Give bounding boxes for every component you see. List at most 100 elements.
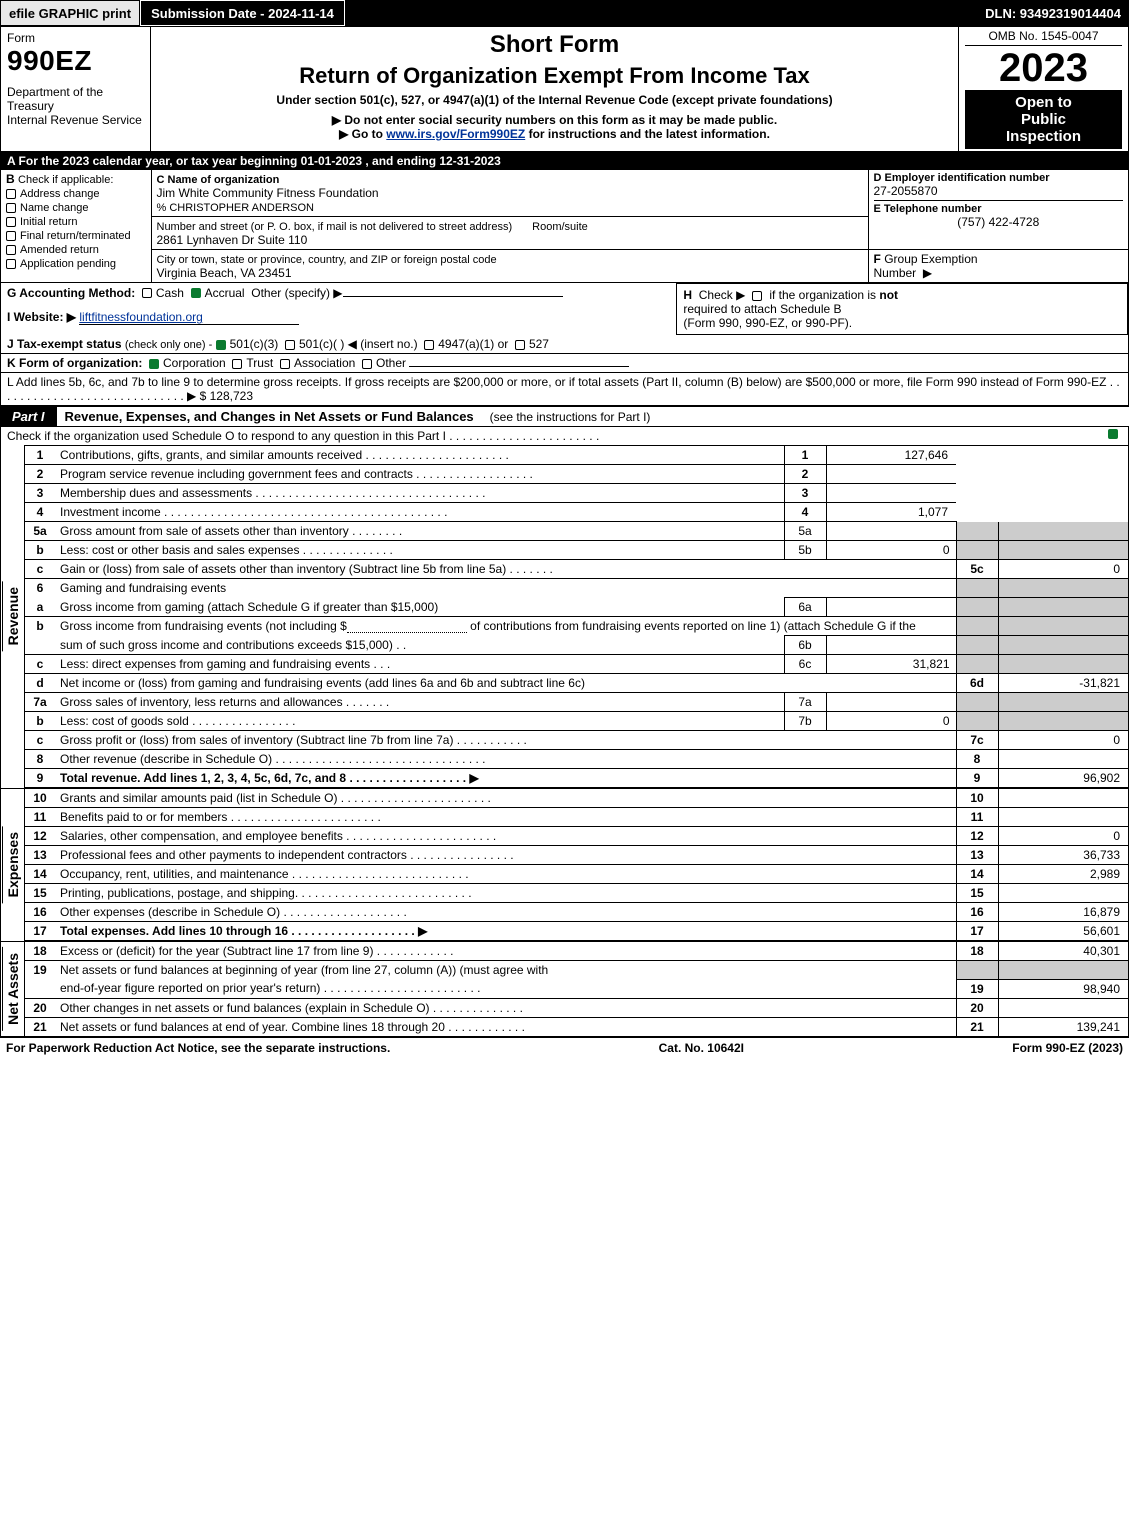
revenue-group: Revenue 1Contributions, gifts, grants, a… [0,445,1129,788]
i-label: I Website: ▶ [7,310,76,324]
table-row: 12Salaries, other compensation, and empl… [25,827,1128,846]
irs-label: Internal Revenue Service [7,113,144,127]
table-row: 13Professional fees and other payments t… [25,846,1128,865]
part1-note: (see the instructions for Part I) [482,410,651,424]
h-text2: required to attach Schedule B [683,302,841,316]
header-left: Form 990EZ Department of the Treasury In… [1,27,151,152]
other-specify-input[interactable] [343,296,563,297]
form-label: Form [7,31,144,45]
other-org-input[interactable] [409,366,629,367]
care-of: % CHRISTOPHER ANDERSON [157,202,315,214]
chk-initial-return[interactable] [6,217,16,227]
section-c-addr: Number and street (or P. O. box, if mail… [151,217,868,250]
phone: (757) 422-4728 [874,215,1124,229]
section-g-to-l: G Accounting Method: Cash Accrual Other … [0,283,1129,406]
section-b-to-f: B Check if applicable: Address change Na… [0,170,1129,283]
chk-501c[interactable] [285,340,295,350]
chk-h[interactable] [752,291,762,301]
chk-other-org[interactable] [362,359,372,369]
top-toolbar: efile GRAPHIC print Submission Date - 20… [0,0,1129,26]
efile-print-button[interactable]: efile GRAPHIC print [0,0,140,26]
table-row: bGross income from fundraising events (n… [25,617,1128,636]
chk-schedule-o[interactable] [1108,429,1118,439]
form-number: 990EZ [7,45,144,77]
j-label: J Tax-exempt status [7,337,122,351]
table-row: bLess: cost of goods sold . . . . . . . … [25,712,1128,731]
chk-trust[interactable] [232,359,242,369]
chk-name-change[interactable] [6,203,16,213]
k-label: K Form of organization: [7,356,142,370]
city: Virginia Beach, VA 23451 [157,266,292,280]
revenue-lines: 1Contributions, gifts, grants, and simil… [25,445,1128,788]
ein: 27-2055870 [874,184,1124,198]
table-row: 11Benefits paid to or for members . . . … [25,808,1128,827]
table-row: 7aGross sales of inventory, less returns… [25,693,1128,712]
table-row: 2Program service revenue including gover… [25,465,1128,484]
table-row: 8Other revenue (describe in Schedule O) … [25,750,1128,769]
chk-corp[interactable] [149,359,159,369]
expenses-lines: 10Grants and similar amounts paid (list … [25,789,1128,941]
section-b: B Check if applicable: Address change Na… [1,170,151,282]
netassets-vlabel: Net Assets [1,942,25,1036]
j-o1: 501(c)(3) [230,337,279,351]
j-o3: 4947(a)(1) or [438,337,508,351]
chk-cash[interactable] [142,288,152,298]
f-text2: Number [874,266,917,280]
table-row: 3Membership dues and assessments . . . .… [25,484,1128,503]
d-label: D Employer identification number [874,172,1124,184]
addr-label: Number and street (or P. O. box, if mail… [157,221,513,233]
website-link[interactable]: liftfitnessfoundation.org [79,310,299,325]
h-not: not [879,288,898,302]
opt-application-pending: Application pending [20,258,116,270]
part1-tab: Part I [0,407,57,426]
part1-sub: Check if the organization used Schedule … [0,427,1129,445]
section-c-city: City or town, state or province, country… [151,250,868,283]
insp-1: Open to [1015,94,1072,111]
contrib-amount-input[interactable] [347,621,467,633]
dln-number: DLN: 93492319014404 [977,0,1129,26]
note-ssn: Do not enter social security numbers on … [159,113,950,127]
goto-post: for instructions and the latest informat… [525,127,770,141]
table-row: bLess: cost or other basis and sales exp… [25,541,1128,560]
footer-left: For Paperwork Reduction Act Notice, see … [6,1041,390,1055]
netassets-lines: 18Excess or (deficit) for the year (Subt… [25,942,1128,1036]
section-f: F Group Exemption Number ▶ [868,250,1128,283]
chk-4947[interactable] [424,340,434,350]
l-amount: $ 128,723 [200,389,253,403]
chk-501c3[interactable] [216,340,226,350]
table-row: 5aGross amount from sale of assets other… [25,522,1128,541]
goto-pre: Go to [352,127,387,141]
footer-right: Form 990-EZ (2023) [1012,1041,1123,1055]
short-form-title: Short Form [159,31,950,59]
table-row: sum of such gross income and contributio… [25,636,1128,655]
chk-amended-return[interactable] [6,245,16,255]
dept-treasury: Department of the Treasury [7,85,144,113]
toolbar-spacer [345,0,977,26]
inspection-box: Open to Public Inspection [965,90,1122,149]
table-row: 14Occupancy, rent, utilities, and mainte… [25,865,1128,884]
chk-final-return[interactable] [6,231,16,241]
subtitle: Under section 501(c), 527, or 4947(a)(1)… [159,93,950,107]
j-o4: 527 [529,337,549,351]
chk-accrual[interactable] [191,288,201,298]
opt-amended-return: Amended return [20,244,99,256]
expenses-group: Expenses 10Grants and similar amounts pa… [0,788,1129,941]
header-center: Short Form Return of Organization Exempt… [151,27,959,152]
k-o1: Corporation [163,356,226,370]
chk-527[interactable] [515,340,525,350]
line-a: A For the 2023 calendar year, or tax yea… [0,152,1129,170]
table-row: aGross income from gaming (attach Schedu… [25,598,1128,617]
table-row: 20Other changes in net assets or fund ba… [25,998,1128,1017]
table-row: dNet income or (loss) from gaming and fu… [25,674,1128,693]
submission-date: Submission Date - 2024-11-14 [140,0,345,26]
chk-application-pending[interactable] [6,259,16,269]
chk-assoc[interactable] [280,359,290,369]
g-label: G Accounting Method: [7,286,135,300]
room-label: Room/suite [532,221,588,233]
k-o4: Other [376,356,406,370]
chk-address-change[interactable] [6,189,16,199]
irs-link[interactable]: www.irs.gov/Form990EZ [386,127,525,141]
part1-header: Part I Revenue, Expenses, and Changes in… [0,406,1129,427]
table-row: 6Gaming and fundraising events [25,579,1128,598]
table-row: cGain or (loss) from sale of assets othe… [25,560,1128,579]
